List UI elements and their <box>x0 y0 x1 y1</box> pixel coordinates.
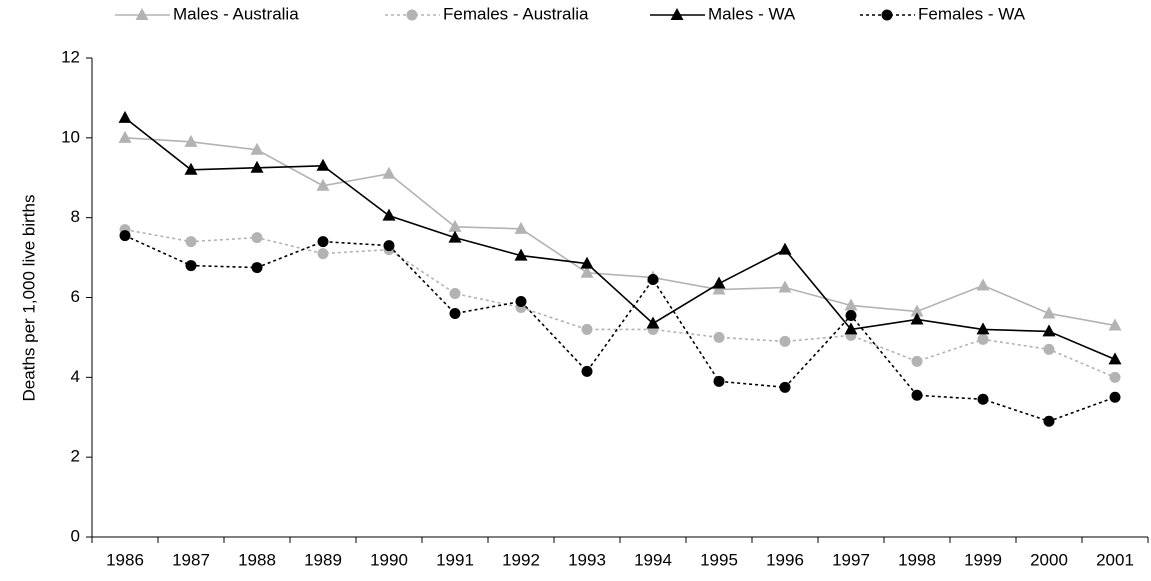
marker <box>1043 343 1055 355</box>
marker <box>250 142 264 155</box>
x-tick-label: 2000 <box>1030 550 1068 569</box>
x-tick-label: 1987 <box>172 550 210 569</box>
marker <box>1109 371 1121 383</box>
x-tick-label: 1994 <box>634 550 672 569</box>
marker <box>778 280 792 293</box>
x-tick-label: 2001 <box>1096 550 1134 569</box>
x-tick-label: 1995 <box>700 550 738 569</box>
legend-label: Males - Australia <box>173 4 299 23</box>
marker <box>779 335 791 347</box>
marker <box>514 221 528 234</box>
marker <box>976 322 990 335</box>
x-tick-label: 1999 <box>964 550 1002 569</box>
marker <box>382 166 396 179</box>
marker <box>778 242 792 255</box>
x-tick-label: 1986 <box>106 550 144 569</box>
marker <box>449 307 461 319</box>
x-tick-label: 1993 <box>568 550 606 569</box>
marker <box>448 230 462 243</box>
x-tick-label: 1992 <box>502 550 540 569</box>
marker <box>1042 324 1056 337</box>
marker <box>1108 318 1122 331</box>
marker <box>316 158 330 171</box>
marker <box>1042 306 1056 319</box>
x-tick-label: 1996 <box>766 550 804 569</box>
x-tick-label: 1989 <box>304 550 342 569</box>
series-line <box>124 137 1116 327</box>
marker <box>647 274 659 286</box>
x-tick-label: 1988 <box>238 550 276 569</box>
legend-marker <box>881 9 893 21</box>
marker <box>910 312 924 325</box>
marker <box>184 162 198 175</box>
x-tick-label: 1998 <box>898 550 936 569</box>
marker <box>910 304 924 317</box>
x-tick-label: 1997 <box>832 550 870 569</box>
marker <box>185 260 197 272</box>
marker <box>317 236 329 248</box>
marker <box>580 256 594 269</box>
marker <box>581 323 593 335</box>
marker <box>449 288 461 300</box>
x-tick-label: 1990 <box>370 550 408 569</box>
legend-label: Females - Australia <box>443 4 589 23</box>
marker <box>712 276 726 289</box>
series-line <box>124 234 1116 423</box>
legend-label: Females - WA <box>918 4 1026 23</box>
y-tick-label: 0 <box>71 526 80 545</box>
marker <box>581 365 593 377</box>
marker <box>250 160 264 173</box>
y-tick-label: 2 <box>71 447 80 466</box>
marker <box>184 134 198 147</box>
y-tick-label: 6 <box>71 287 80 306</box>
marker <box>844 322 858 335</box>
marker <box>185 236 197 248</box>
marker <box>118 130 132 143</box>
marker <box>911 355 923 367</box>
x-tick-label: 1991 <box>436 550 474 569</box>
legend-marker <box>670 8 684 20</box>
marker <box>514 248 528 261</box>
marker <box>317 248 329 260</box>
marker <box>383 240 395 252</box>
marker <box>844 298 858 311</box>
series-line <box>124 228 1116 379</box>
marker <box>977 393 989 405</box>
marker <box>580 265 594 278</box>
marker <box>646 316 660 329</box>
marker <box>251 262 263 274</box>
marker <box>713 375 725 387</box>
marker <box>977 333 989 345</box>
y-tick-label: 8 <box>71 207 80 226</box>
marker <box>845 309 857 321</box>
marker <box>118 110 132 123</box>
marker <box>119 230 131 242</box>
marker <box>1108 352 1122 365</box>
y-axis-label: Deaths per 1,000 live births <box>19 195 38 402</box>
y-tick-label: 12 <box>61 47 80 66</box>
marker <box>251 232 263 244</box>
series-line <box>124 117 1116 361</box>
legend-marker <box>406 9 418 21</box>
marker <box>448 219 462 232</box>
marker <box>779 381 791 393</box>
marker <box>1043 415 1055 427</box>
legend-label: Males - WA <box>708 4 796 23</box>
y-tick-label: 4 <box>71 367 80 386</box>
y-tick-label: 10 <box>61 127 80 146</box>
marker <box>976 278 990 291</box>
marker <box>382 208 396 221</box>
marker <box>515 295 527 307</box>
legend-marker <box>135 8 149 20</box>
marker <box>713 331 725 343</box>
marker <box>1109 391 1121 403</box>
marker <box>911 389 923 401</box>
marker <box>316 178 330 191</box>
